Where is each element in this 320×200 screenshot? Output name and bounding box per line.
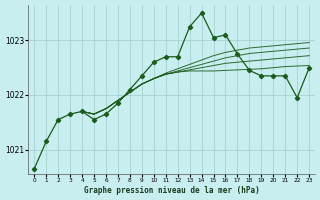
X-axis label: Graphe pression niveau de la mer (hPa): Graphe pression niveau de la mer (hPa): [84, 186, 260, 195]
